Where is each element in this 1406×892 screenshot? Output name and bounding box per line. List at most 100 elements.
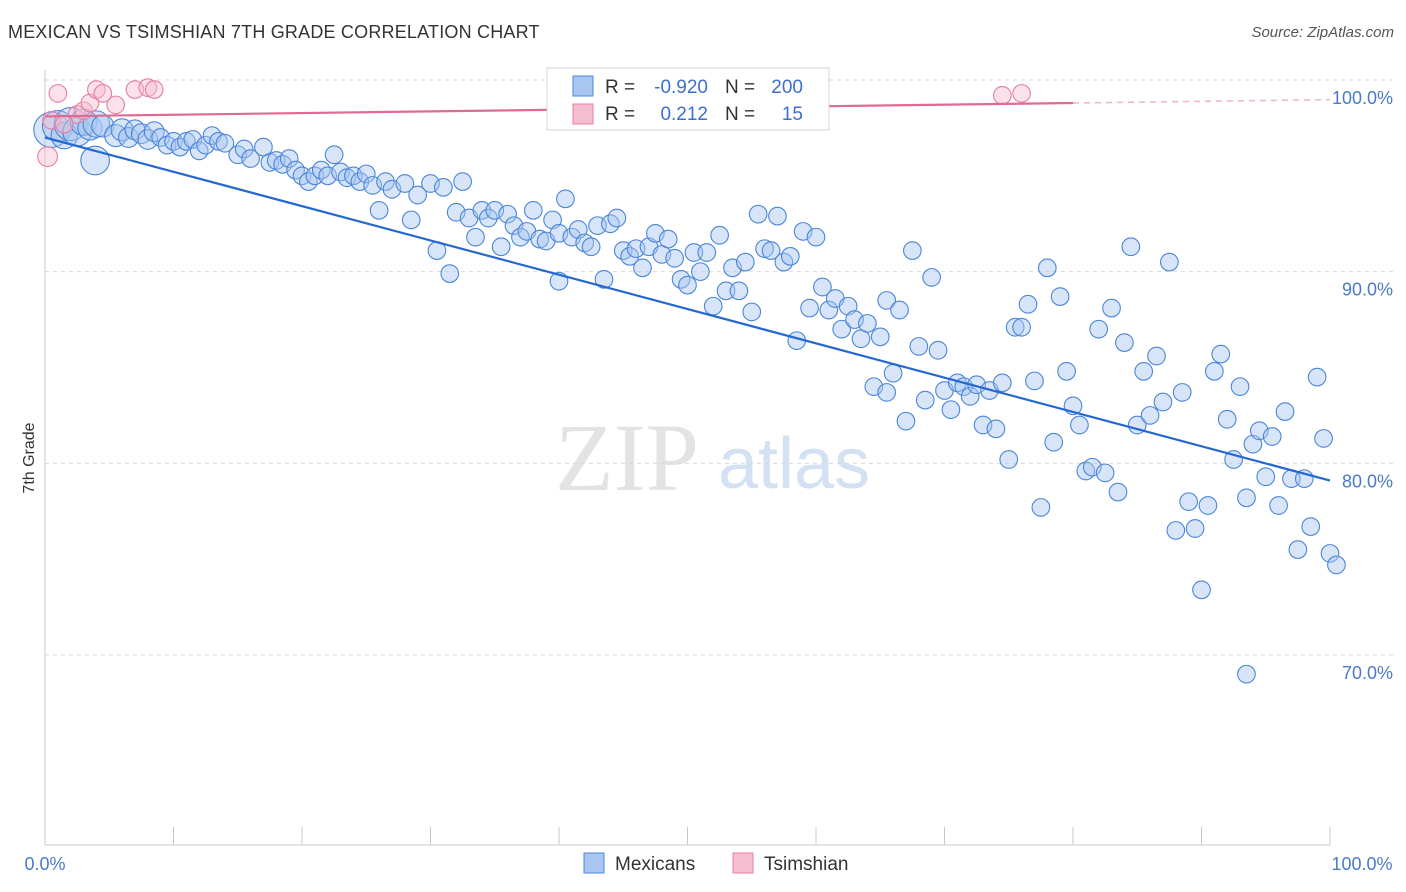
mexicans-point-109 [768,206,787,226]
mexicans-point-152 [1044,432,1064,452]
mexicans-point-168 [1147,346,1166,366]
y-tick-label-80: 80.0% [1342,471,1393,491]
mexicans-point-161 [1102,298,1121,318]
mexicans-point-160 [1095,463,1115,483]
legend-r-label-1: R = [605,77,635,98]
mexicans-point-132 [915,390,935,410]
legend-r-label-2: R = [605,104,635,125]
mexicans-point-153 [1050,287,1070,306]
mexicans-point-57 [434,177,453,197]
mexicans-point-108 [761,241,781,260]
mexicans-point-146 [1005,317,1025,337]
tsimshian-point-6 [106,95,126,115]
mexicans-point-196 [1327,555,1346,575]
stats-legend-frame [546,67,830,131]
mexicans-point-80 [581,237,601,257]
mexicans-point-35 [279,149,299,168]
mexicans-point-195 [1320,544,1340,563]
mexicans-point-190 [1288,540,1308,559]
mexicans-point-125 [870,327,890,347]
watermark-zip: ZIP [555,404,699,511]
mexicans-point-93 [665,248,685,268]
mexicans-point-88 [633,258,652,278]
x-axis-ticks [173,827,1331,845]
mexicans-point-192 [1301,517,1321,536]
mexicans-point-133 [922,268,942,287]
mexicans-point-52 [395,174,415,193]
mexicans-point-103 [729,281,749,301]
mexicans-point-123 [858,314,877,333]
mexicans-point-167 [1140,406,1160,425]
chart-title: MEXICAN VS TSIMSHIAN 7TH GRADE CORRELATI… [8,22,540,42]
mexicans-point-21 [177,131,196,151]
mexicans-point-149 [1025,371,1044,391]
watermark-atlas: atlas [718,424,870,504]
tsimshian-point-12 [37,146,59,168]
mexicans-point-95 [678,275,697,295]
mexicans-point-117 [819,300,839,320]
y-tick-label-90: 90.0% [1342,280,1393,300]
mexicans-point-134 [928,340,948,360]
mexicans-point-97 [690,262,710,282]
mexicans-point-127 [883,363,903,383]
legend-n-label-1: N = [725,77,755,98]
mexicans-point-139 [960,386,980,406]
mexicans-point-14 [130,123,152,145]
mexicans-point-175 [1192,580,1211,600]
mexicans-point-49 [369,200,389,220]
y-axis-title: 7th Grade [21,422,38,493]
legend-r-value-2: 0.212 [660,104,708,125]
mexicans-point-82 [594,269,614,289]
mexicans-point-50 [376,172,395,191]
legend-n-label-2: N = [725,104,755,125]
mexicans-point-185 [1256,467,1276,487]
mexicans-point-115 [806,227,826,247]
mexicans-point-128 [890,300,909,320]
mexicans-point-178 [1211,344,1231,364]
mexicans-point-116 [813,277,832,297]
mexicans-point-64 [478,208,498,228]
mexicans-point-84 [607,208,627,228]
mexicans-point-105 [742,302,762,322]
tsimshian-trend-extension [1072,98,1331,104]
mexicans-point-169 [1153,392,1173,412]
tsimshian-point-8 [138,78,158,98]
mexicans-point-29 [234,139,254,159]
bottom-legend-swatch-mexicans [583,852,605,874]
mexicans-point-166 [1134,361,1154,381]
mexicans-point-154 [1057,361,1076,381]
mexicans-point-182 [1237,488,1256,508]
mexicans-point-107 [755,239,774,259]
y-tick-label-70: 70.0% [1342,663,1393,683]
mexicans-point-99 [703,296,723,316]
mexicans-point-58 [440,264,460,283]
tsimshian-point-14 [1012,84,1031,103]
mexicans-point-114 [800,298,819,318]
tsimshian-point-9 [144,80,164,99]
mexicans-point-63 [472,200,492,220]
mexicans-point-179 [1217,409,1237,429]
legend-r-value-1: -0.920 [654,77,708,98]
mexicans-trend-line [44,136,1331,482]
mexicans-point-60 [453,172,472,191]
mexicans-point-2 [50,121,79,150]
mexicans-point-101 [716,281,736,301]
mexicans-point-27 [215,133,235,153]
mexicans-point-86 [620,246,640,266]
mexicans-point-176 [1198,496,1218,515]
mexicans-point-54 [408,185,428,205]
mexicans-point-131 [909,337,929,356]
legend-swatch-mexicans [572,75,594,97]
mexicans-point-197 [1237,664,1256,684]
mexicans-point-188 [1275,402,1295,421]
x-tick-label-min: 0.0% [24,854,65,874]
mexicans-point-144 [992,373,1012,393]
mexicans-point-47 [356,164,376,184]
mexicans-point-151 [1037,258,1057,278]
y-axis-tick-labels: 100.0% 90.0% 80.0% 70.0% [1332,88,1393,683]
bottom-legend-label-mexicans: Mexicans [615,854,695,875]
mexicans-point-148 [1018,294,1038,314]
mexicans-point-126 [877,291,897,310]
tsimshian-point-5 [93,84,113,103]
tsimshian-point-0 [48,84,68,103]
